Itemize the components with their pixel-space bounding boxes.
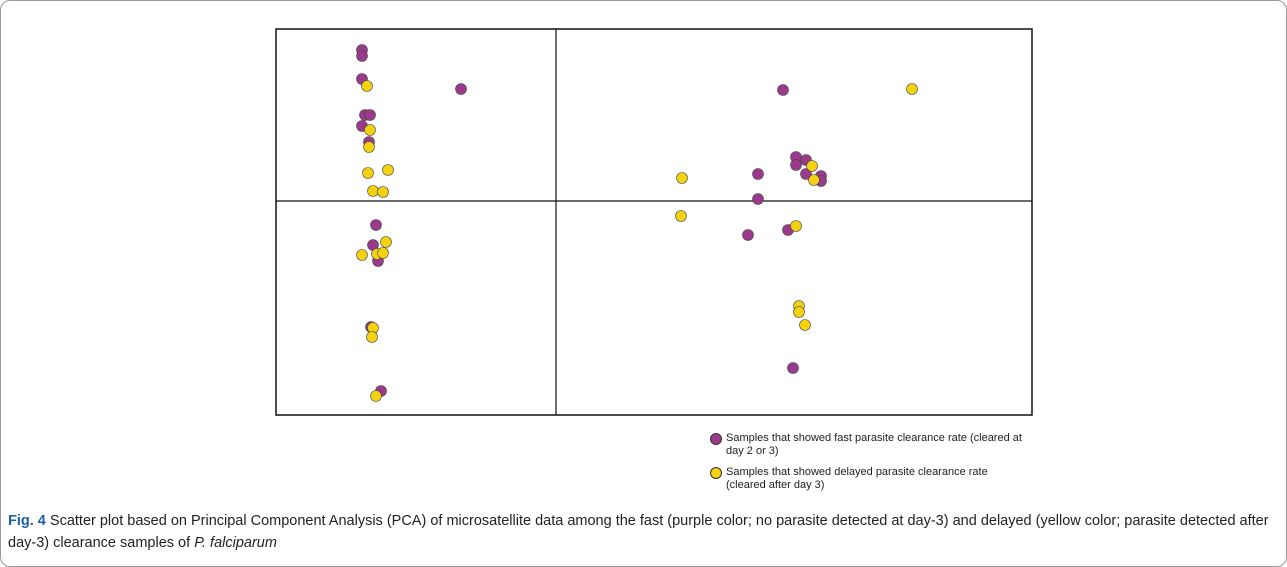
point <box>752 193 764 205</box>
point <box>752 168 764 180</box>
point <box>777 84 789 96</box>
point <box>363 141 375 153</box>
point <box>380 236 392 248</box>
legend-swatch <box>710 433 722 445</box>
point <box>806 160 818 172</box>
point <box>361 80 373 92</box>
point <box>377 247 389 259</box>
caption-label: Fig. 4 <box>8 513 46 529</box>
point <box>356 50 368 62</box>
point <box>676 172 688 184</box>
point <box>790 220 802 232</box>
legend-swatch <box>710 467 722 479</box>
plot-frame <box>275 28 1033 416</box>
point <box>675 210 687 222</box>
caption-text: Scatter plot based on Principal Componen… <box>8 513 1269 551</box>
caption: Fig. 4 Scatter plot based on Principal C… <box>8 510 1273 554</box>
point <box>366 331 378 343</box>
point <box>370 219 382 231</box>
chart <box>275 28 1033 416</box>
point <box>742 229 754 241</box>
point <box>364 124 376 136</box>
point <box>455 83 467 95</box>
point <box>377 186 389 198</box>
point <box>362 167 374 179</box>
legend-entry: Samples that showed fast parasite cleara… <box>710 432 1030 458</box>
caption-species: P. falciparum <box>194 535 277 551</box>
point <box>800 168 812 180</box>
legend-entry: Samples that showed delayed parasite cle… <box>710 466 1030 492</box>
point <box>799 319 811 331</box>
point <box>367 185 379 197</box>
point <box>787 362 799 374</box>
point <box>790 159 802 171</box>
point <box>370 390 382 402</box>
point <box>364 109 376 121</box>
point <box>808 174 820 186</box>
legend-label: Samples that showed delayed parasite cle… <box>726 466 988 491</box>
point <box>382 164 394 176</box>
point <box>356 249 368 261</box>
legend-label: Samples that showed fast parasite cleara… <box>726 432 1022 457</box>
point <box>793 306 805 318</box>
point <box>906 83 918 95</box>
